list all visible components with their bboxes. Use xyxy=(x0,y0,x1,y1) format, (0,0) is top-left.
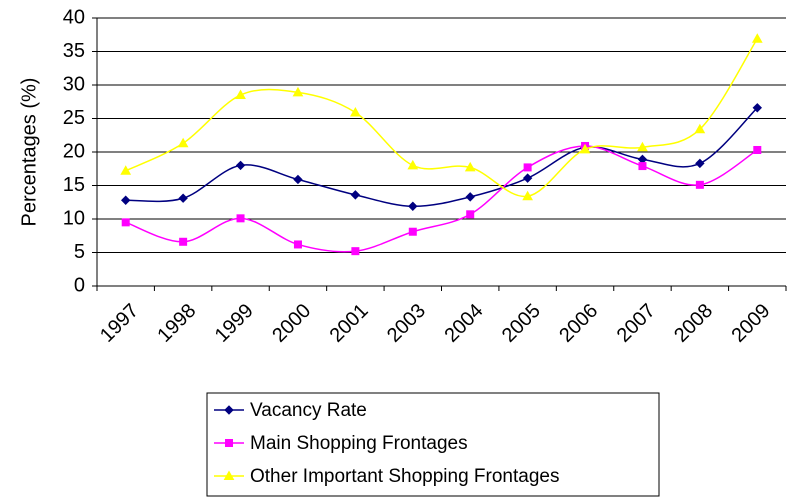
marker xyxy=(637,141,648,152)
marker xyxy=(224,405,234,415)
y-tick-label: 0 xyxy=(74,274,85,296)
marker xyxy=(121,195,131,205)
marker xyxy=(177,137,189,148)
marker xyxy=(235,89,246,100)
legend-label: Other Important Shopping Frontages xyxy=(250,466,559,487)
marker xyxy=(121,218,130,227)
x-tick-label: 2008 xyxy=(670,300,717,347)
marker xyxy=(695,180,704,189)
series-line xyxy=(125,145,758,253)
x-tick-label: 2004 xyxy=(440,300,487,347)
marker xyxy=(225,439,233,447)
y-axis-label: Percentages (%) xyxy=(18,78,40,227)
series-line xyxy=(125,38,758,197)
y-tick-label: 10 xyxy=(63,207,85,229)
marker xyxy=(751,33,763,43)
legend-box xyxy=(206,392,660,497)
legend-label: Vacancy Rate xyxy=(250,400,367,421)
marker xyxy=(523,163,532,172)
marker xyxy=(350,106,361,117)
x-tick-label: 2005 xyxy=(498,300,545,347)
y-tick-label: 35 xyxy=(63,40,85,62)
y-tick-label: 20 xyxy=(63,140,85,162)
marker xyxy=(350,190,361,200)
marker xyxy=(408,227,417,236)
x-tick-label: 1997 xyxy=(96,300,143,347)
x-tick-label: 2000 xyxy=(268,300,315,347)
marker xyxy=(235,160,246,171)
marker xyxy=(178,193,188,203)
marker xyxy=(522,190,533,201)
x-tick-label: 2001 xyxy=(326,300,373,347)
x-tick-label: 2009 xyxy=(728,300,775,347)
marker xyxy=(579,143,591,154)
y-tick-label: 40 xyxy=(63,6,85,28)
marker xyxy=(293,174,303,185)
x-tick-label: 1998 xyxy=(153,300,200,347)
marker xyxy=(179,237,188,246)
x-tick-label: 1999 xyxy=(211,300,258,347)
marker xyxy=(695,158,705,169)
legend: Vacancy Rate Main Shopping Frontages Other… xyxy=(206,392,660,497)
marker xyxy=(408,201,418,211)
marker xyxy=(752,103,762,113)
x-tick-label: 2003 xyxy=(383,300,430,347)
marker xyxy=(120,165,132,175)
marker xyxy=(407,159,419,170)
x-tick-label: 2007 xyxy=(613,300,660,347)
series-line xyxy=(125,107,758,208)
marker xyxy=(465,192,475,202)
marker xyxy=(223,470,235,480)
marker xyxy=(694,123,706,134)
marker xyxy=(292,86,304,97)
y-tick-label: 5 xyxy=(74,241,85,263)
marker xyxy=(351,247,360,256)
marker xyxy=(638,162,647,171)
y-tick-label: 30 xyxy=(63,73,85,95)
y-tick-label: 15 xyxy=(63,174,85,196)
marker xyxy=(293,240,302,249)
marker xyxy=(522,173,533,183)
marker xyxy=(466,210,475,219)
y-tick-label: 25 xyxy=(63,107,85,129)
legend-label: Main Shopping Frontages xyxy=(250,433,468,454)
marker xyxy=(753,145,762,154)
marker xyxy=(236,214,245,223)
marker xyxy=(464,161,476,172)
x-tick-label: 2006 xyxy=(555,300,602,347)
